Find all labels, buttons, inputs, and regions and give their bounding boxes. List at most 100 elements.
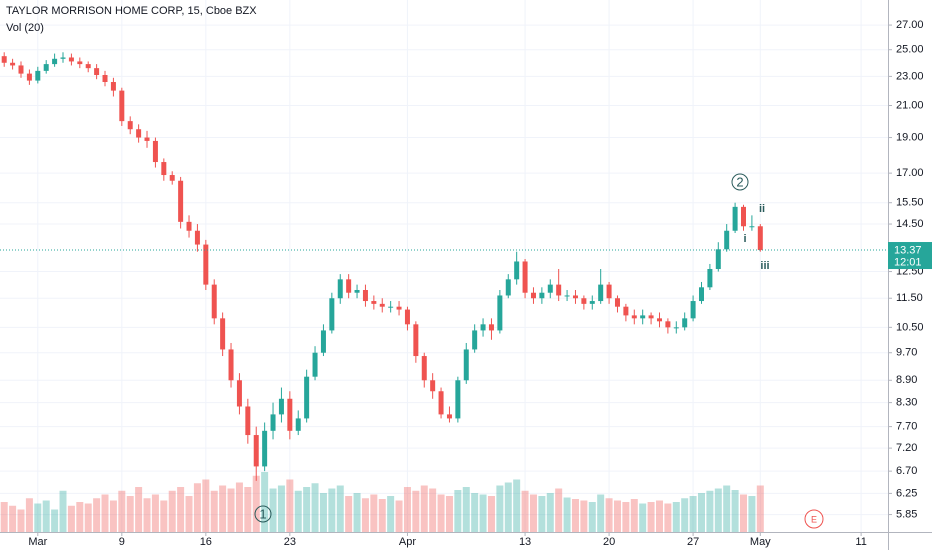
volume-bar [193,483,201,532]
candle-body [472,330,478,350]
x-tick-label: Mar [28,536,47,548]
annotation-circle [731,173,749,191]
candle-body [732,206,738,231]
volume-bar [42,500,50,532]
candle-body [757,226,763,251]
volume-bar [244,487,252,532]
volume-bar [630,499,638,532]
volume-bar [269,488,277,532]
candle-body [556,284,562,296]
candle-body [320,330,326,353]
volume-bar [387,496,395,532]
earnings-marker: E [811,514,817,524]
y-tick-label: 25.00 [896,44,924,56]
candle-body [94,68,100,76]
volume-bar [294,490,302,532]
countdown: 12:01 [894,256,922,268]
y-tick-label: 6.25 [896,487,917,499]
candle-body [488,324,494,331]
volume-bar [311,483,319,532]
candle-body [497,295,503,331]
candle-body [589,301,595,304]
candle-body [379,303,385,307]
candle-body [631,315,637,319]
candle-body [1,56,7,63]
volume-bar [168,490,176,532]
volume-bar [538,496,546,532]
volume-bar [84,503,92,532]
volume-bar [261,472,269,532]
candle-body [312,352,318,377]
volume-bar [135,487,143,532]
volume-bar [471,493,479,532]
volume-bar [697,493,705,532]
volume-bar [277,485,285,532]
volume-bar [504,482,512,532]
volume-bar [202,479,210,532]
candle-body [178,180,184,222]
volume-bar [706,490,714,532]
volume-bar [59,490,67,532]
candle-body [623,306,629,316]
candle-body [547,284,553,293]
volume-bar [672,502,680,532]
candle-body [119,90,125,122]
volume-bar [210,490,218,532]
volume-bar [513,479,521,532]
volume-bar [252,475,260,532]
volume-bar [227,488,235,532]
volume-bar [185,496,193,532]
y-tick-label: 5.85 [896,508,917,520]
candle-body [371,301,377,304]
candle-body [52,58,58,65]
volume-label: Vol (20) [6,22,44,34]
candle-body [329,298,335,331]
candle-body [522,261,528,293]
x-tick-label: 9 [119,536,125,548]
volume-bar [420,485,428,532]
candle-body [598,284,604,302]
candle-body [665,321,671,328]
volume-bar [9,505,17,532]
volume-bar [714,488,722,532]
volume-bar [126,496,134,532]
chart-title: TAYLOR MORRISON HOME CORP, 15, Cboe BZX [6,5,257,17]
candle-body [606,284,612,299]
volume-bar [235,482,243,532]
volume-bar [613,500,621,532]
candle-body [26,73,32,81]
x-tick-label: 11 [855,536,866,548]
candle-body [362,289,368,302]
y-tick-label: 7.70 [896,421,917,433]
candle-body [463,349,469,381]
candle-body [245,406,251,436]
volume-bar [17,509,25,532]
volume-bar [521,490,529,532]
y-tick-label: 14.50 [896,218,924,230]
candle-body [35,70,41,81]
volume-bar [319,493,327,532]
candle-body [60,57,66,59]
candle-body [354,289,360,293]
volume-bar [571,499,579,532]
volume-bar [328,488,336,532]
volume-bar [445,496,453,532]
candle-body [446,414,452,419]
candle-body [480,324,486,331]
y-tick-label: 23.00 [896,70,924,82]
candle-body [430,380,436,392]
x-tick-label: 20 [603,536,615,548]
volume-bar [689,496,697,532]
volume-bar [177,487,185,532]
candle-body [228,349,234,381]
candle-body [211,284,217,319]
last-price-label: 13.37 [894,244,922,256]
volume-bar [412,490,420,532]
annotation: ii [759,203,765,215]
annotation: 1 [259,506,266,521]
y-tick-label: 27.00 [896,19,924,31]
candle-body [169,175,175,181]
candle-body [690,301,696,319]
